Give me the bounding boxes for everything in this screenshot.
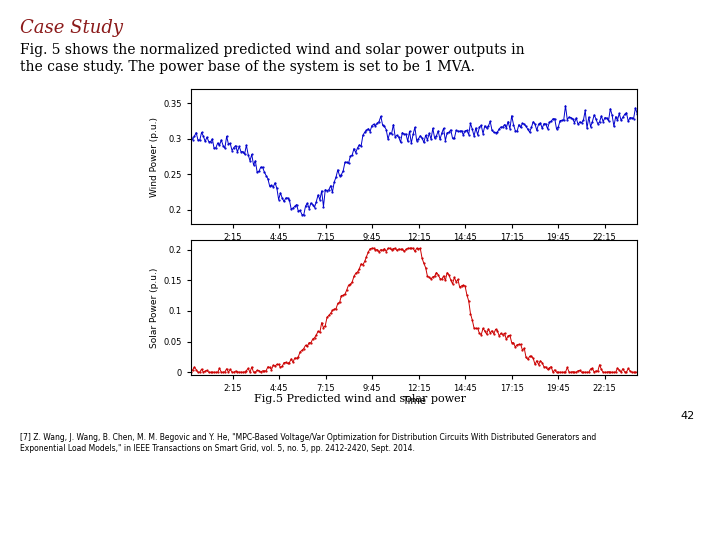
Y-axis label: Wind Power (p.u.): Wind Power (p.u.) [150, 117, 159, 197]
X-axis label: Time: Time [402, 396, 426, 406]
Y-axis label: Solar Power (p.u.): Solar Power (p.u.) [150, 268, 159, 348]
Text: Exponential Load Models," in IEEE Transactions on Smart Grid, vol. 5, no. 5, pp.: Exponential Load Models," in IEEE Transa… [20, 444, 415, 453]
Text: [7] Z. Wang, J. Wang, B. Chen, M. M. Begovic and Y. He, "MPC-Based Voltage/Var O: [7] Z. Wang, J. Wang, B. Chen, M. M. Beg… [20, 433, 596, 442]
Text: Case Study: Case Study [20, 19, 123, 37]
Text: the case study. The power base of the system is set to be 1 MVA.: the case study. The power base of the sy… [20, 60, 475, 75]
Text: 42: 42 [680, 411, 695, 422]
Text: IOWA STATE UNIVERSITY: IOWA STATE UNIVERSITY [18, 502, 243, 516]
Text: Fig.5 Predicted wind and solar power: Fig.5 Predicted wind and solar power [254, 394, 466, 404]
Text: Fig. 5 shows the normalized predicted wind and solar power outputs in: Fig. 5 shows the normalized predicted wi… [20, 43, 525, 57]
X-axis label: Time: Time [402, 245, 426, 255]
